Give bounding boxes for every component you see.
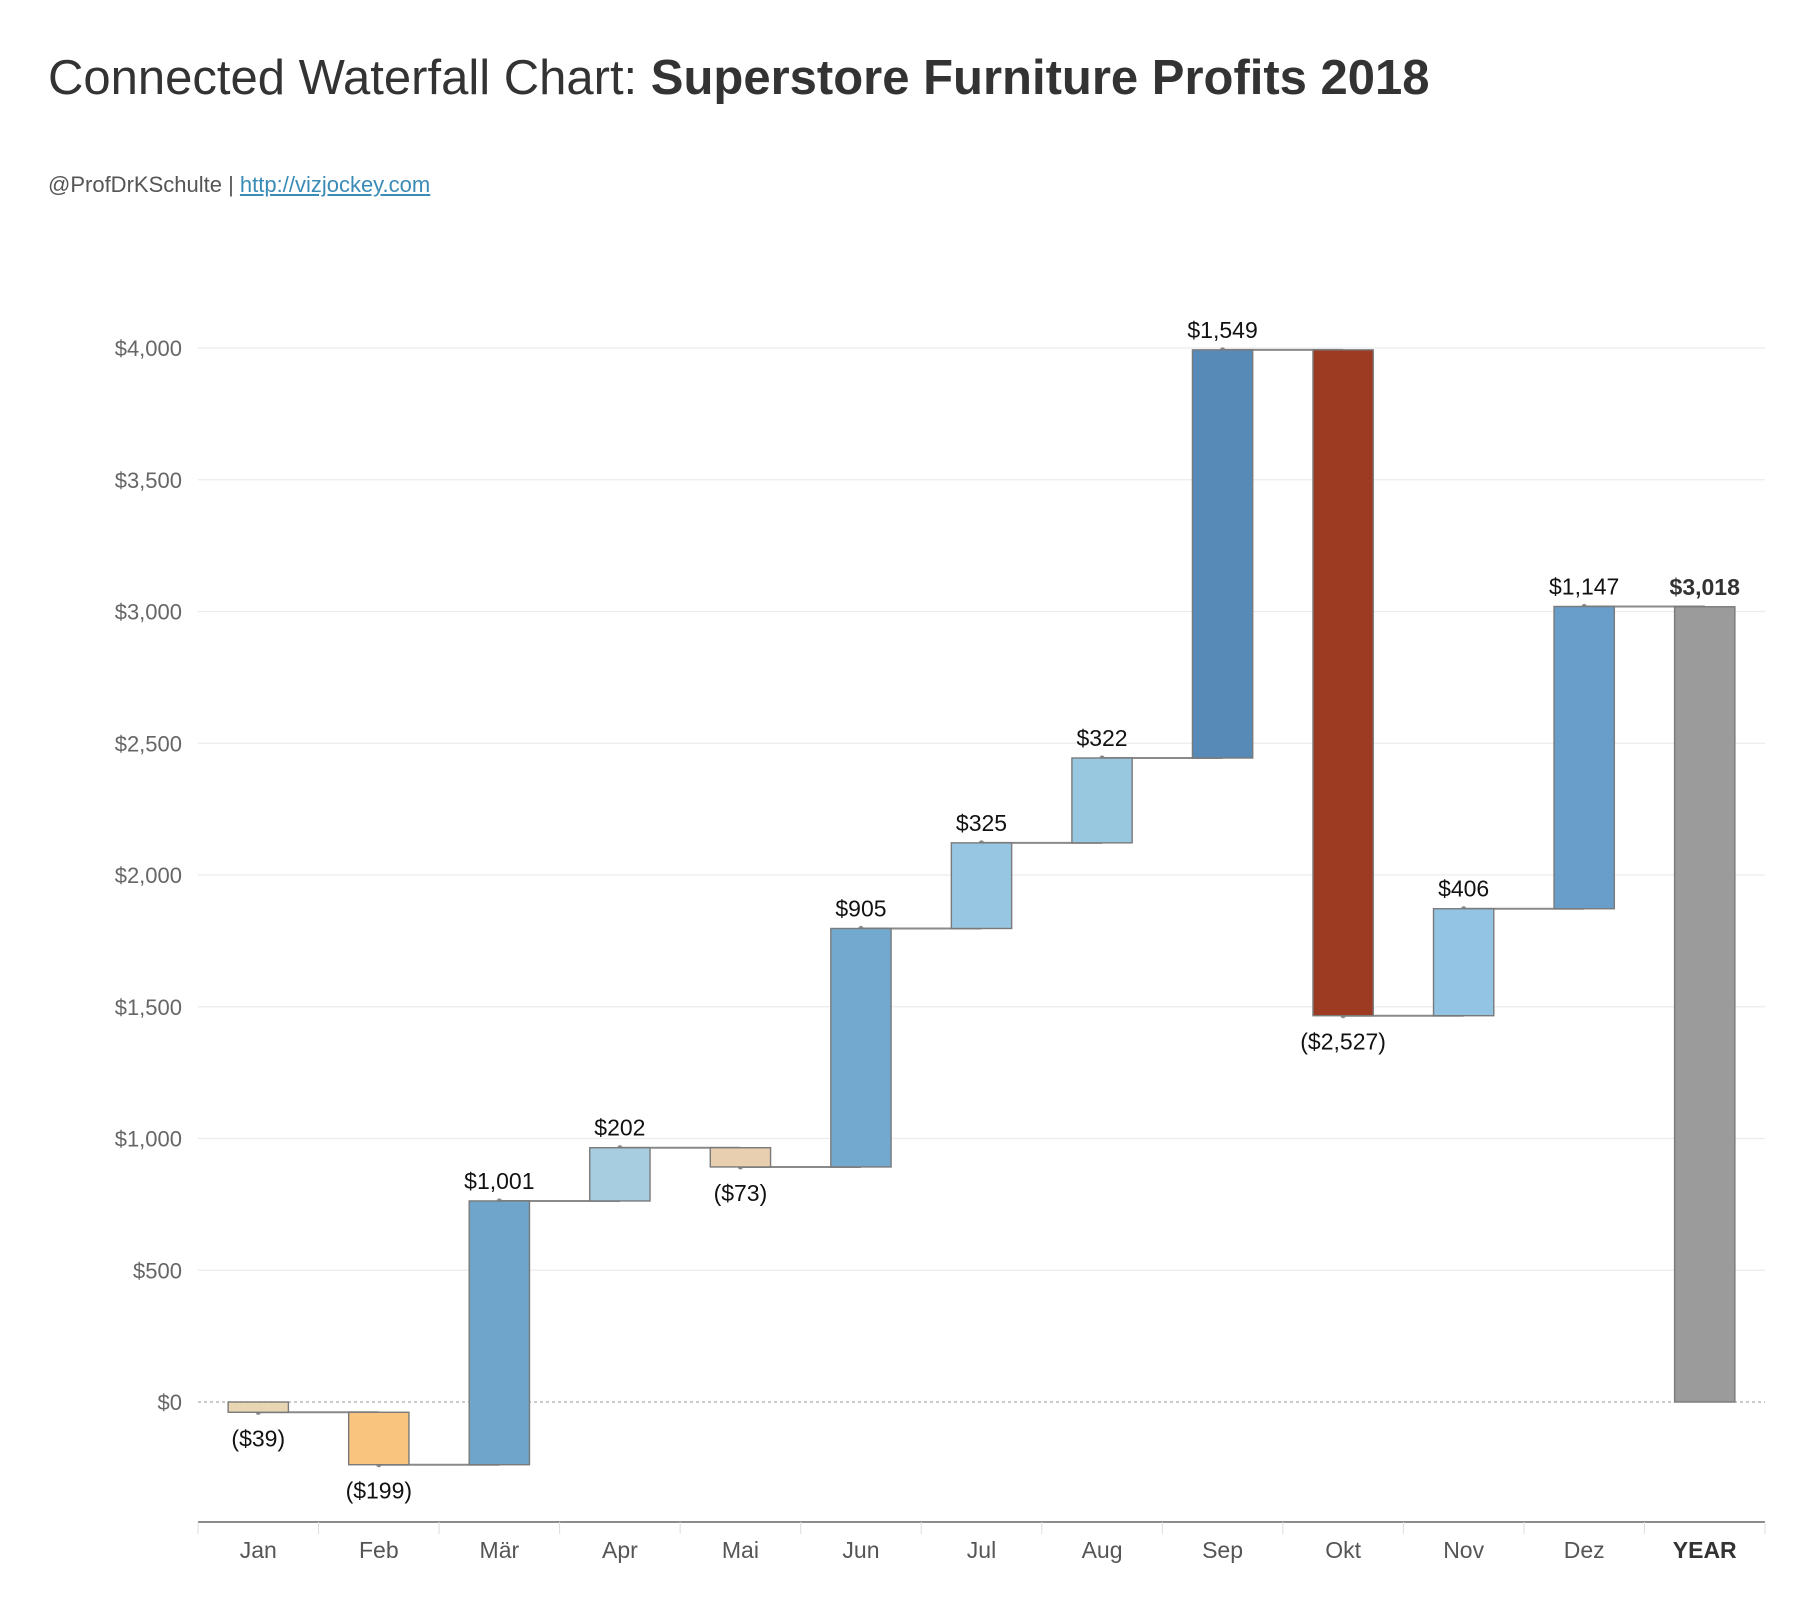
data-label: $905 bbox=[835, 895, 886, 921]
bar-feb[interactable] bbox=[347, 1411, 410, 1466]
y-tick-label: $1,500 bbox=[115, 995, 182, 1020]
bar-sep[interactable] bbox=[1191, 349, 1254, 759]
bar-jan[interactable] bbox=[227, 1401, 290, 1413]
x-tick-label: Dez bbox=[1564, 1537, 1605, 1563]
y-tick-label: $1,000 bbox=[115, 1127, 182, 1152]
x-tick-label: Feb bbox=[359, 1537, 399, 1563]
bar-aug[interactable] bbox=[1071, 757, 1133, 844]
y-tick-label: $4,000 bbox=[115, 336, 182, 361]
data-label: ($2,527) bbox=[1300, 1029, 1386, 1055]
data-label: ($39) bbox=[231, 1425, 285, 1451]
x-tick-label: Mai bbox=[722, 1537, 759, 1563]
bar-mär[interactable] bbox=[468, 1200, 531, 1466]
bar-apr[interactable] bbox=[589, 1147, 651, 1202]
x-tick-label: Apr bbox=[602, 1537, 638, 1563]
y-axis-ticks: $0 $500 $1,000 $1,500 $2,000 $2,500 $3,000 $3,5… bbox=[115, 336, 182, 1415]
vizjockey-link[interactable]: http://vizjockey.com bbox=[239, 172, 431, 197]
x-tick-label: Mär bbox=[480, 1537, 520, 1563]
data-label: $322 bbox=[1076, 725, 1127, 751]
bar-nov[interactable] bbox=[1432, 908, 1495, 1017]
chart-title-bold: Superstore Furniture Profits 2018 bbox=[650, 51, 1430, 105]
y-tick-label: $2,500 bbox=[115, 731, 182, 756]
x-tick-label: Okt bbox=[1325, 1537, 1361, 1563]
bars bbox=[227, 349, 1736, 1466]
bar-dez[interactable] bbox=[1553, 605, 1616, 910]
y-tick-label: $0 bbox=[158, 1390, 182, 1415]
y-tick-label: $3,500 bbox=[115, 468, 182, 493]
data-label: ($199) bbox=[346, 1478, 412, 1504]
data-label: $406 bbox=[1438, 876, 1489, 902]
x-tick-label: Jan bbox=[240, 1537, 277, 1563]
y-tick-label: $2,000 bbox=[115, 863, 182, 888]
x-tick-label: Nov bbox=[1443, 1537, 1484, 1563]
author-handle: @ProfDrKSchulte bbox=[48, 172, 222, 197]
byline: @ProfDrKSchulte | http://vizjockey.com bbox=[48, 172, 430, 198]
data-label: $325 bbox=[956, 810, 1007, 836]
data-label: $1,001 bbox=[464, 1168, 534, 1194]
chart-title-prefix: Connected Waterfall Chart: bbox=[48, 51, 651, 105]
y-tick-label: $3,000 bbox=[115, 600, 182, 625]
data-labels: ($39) ($199) $1,001 $202 ($73) $905 $325 $322 $1… bbox=[231, 317, 1740, 1504]
y-tick-label: $500 bbox=[133, 1258, 182, 1283]
data-label: ($73) bbox=[714, 1180, 768, 1206]
data-label: $3,018 bbox=[1670, 574, 1741, 600]
chart-title: Connected Waterfall Chart: Superstore Fu… bbox=[48, 50, 1430, 106]
x-tick-label: YEAR bbox=[1673, 1537, 1737, 1563]
gridlines bbox=[198, 347, 1765, 1403]
x-tick-label: Jun bbox=[842, 1537, 879, 1563]
bar-jul[interactable] bbox=[950, 842, 1013, 930]
byline-separator: | bbox=[221, 172, 240, 197]
bar-jun[interactable] bbox=[830, 927, 892, 1168]
data-label: $1,549 bbox=[1187, 317, 1257, 343]
bar-okt[interactable] bbox=[1312, 349, 1374, 1017]
data-label: $202 bbox=[594, 1115, 645, 1141]
x-tick-label: Aug bbox=[1082, 1537, 1123, 1563]
bar-mai[interactable] bbox=[709, 1147, 772, 1168]
x-tick-label: Jul bbox=[967, 1537, 996, 1563]
bar-year[interactable] bbox=[1673, 606, 1736, 1403]
x-axis: Jan Feb Mär Apr Mai Jun Jul Aug Sep Okt Nov Dez YEAR bbox=[197, 1521, 1766, 1563]
data-label: $1,147 bbox=[1549, 573, 1619, 599]
x-tick-label: Sep bbox=[1202, 1537, 1243, 1563]
